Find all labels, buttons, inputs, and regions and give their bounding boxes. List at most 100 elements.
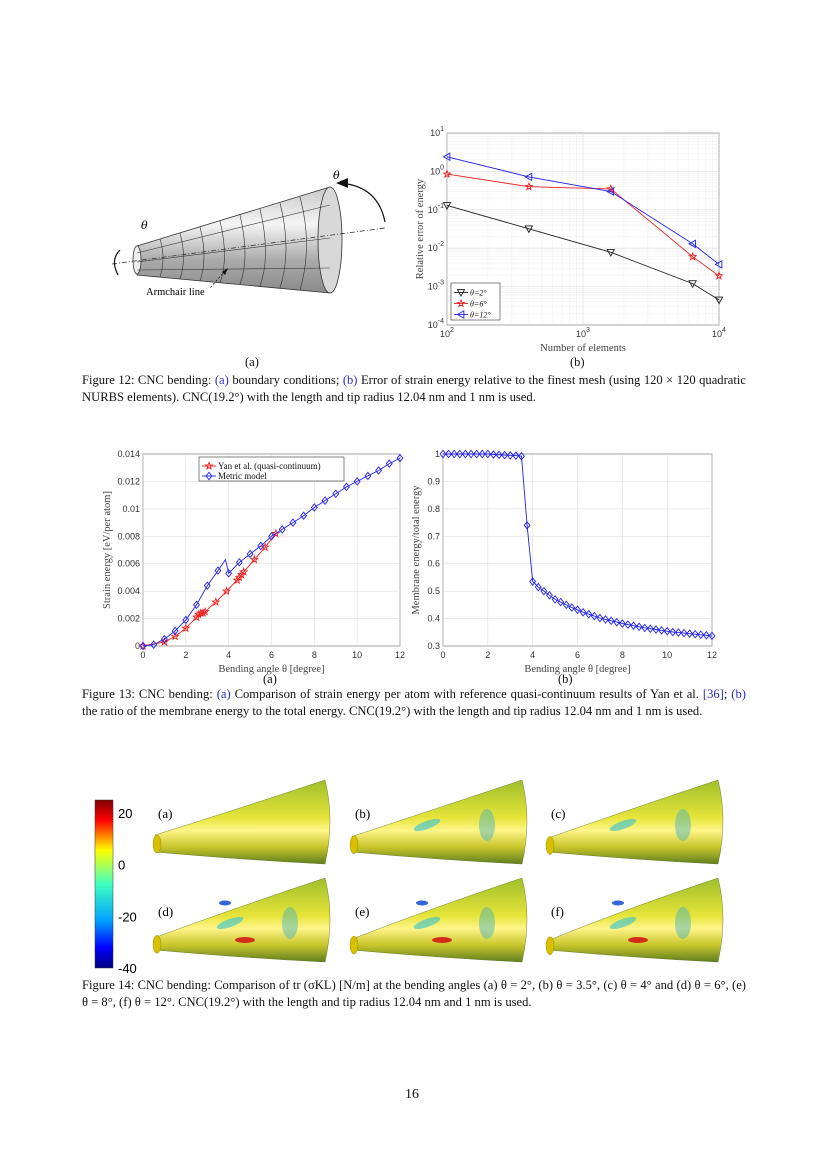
y-axis-label: Membrane energy/total energy (411, 485, 422, 615)
data-point (445, 449, 453, 459)
y-tick-label: 0.9 (427, 476, 440, 486)
data-point (343, 482, 350, 492)
data-point (321, 496, 329, 505)
x-tick-label: 10 (352, 650, 362, 660)
panel-label: (e) (355, 904, 369, 919)
data-point (181, 623, 191, 633)
x-tick-label: 2 (485, 650, 490, 660)
colorbar-tick-label: 0 (118, 858, 125, 873)
caption-link-b[interactable]: (b) (731, 687, 746, 701)
caption-text: Figure 12: CNC bending: (82, 373, 215, 387)
caption-link-a[interactable]: (a) (214, 373, 229, 387)
series-line (446, 204, 720, 301)
x-tick-label: 12 (707, 650, 717, 660)
data-point (635, 622, 643, 632)
data-point (385, 459, 393, 468)
y-tick-label: 0.3 (427, 641, 440, 651)
data-point (238, 566, 249, 577)
data-point (557, 597, 565, 607)
data-point (606, 187, 615, 196)
data-point (160, 634, 168, 644)
caption-link-b[interactable]: (b) (342, 373, 358, 387)
fig13-sublabel-b: (b) (558, 672, 573, 686)
rotation-arrow-left-icon (113, 249, 121, 276)
data-point (225, 568, 233, 578)
data-point (714, 259, 723, 269)
data-point (442, 202, 452, 210)
cnc-stress-panel: (d) (152, 877, 331, 963)
legend-marker (204, 461, 214, 470)
legend-entry: θ=6° (470, 300, 487, 309)
caption-text: the ratio of the membrane energy to the … (82, 704, 703, 718)
data-point (138, 641, 148, 650)
x-tick-label: 0 (440, 650, 445, 660)
data-point (702, 630, 710, 640)
x-tick-label: 104 (712, 327, 726, 339)
y-tick-label: 0.5 (427, 586, 440, 596)
legend-entry: θ=12° (470, 311, 491, 320)
figure12-caption: Figure 12: CNC bending: (a) boundary con… (82, 372, 746, 406)
data-point (289, 518, 297, 527)
y-tick-label: 10-3 (428, 280, 444, 292)
data-point (260, 542, 270, 552)
data-point (524, 181, 534, 191)
y-tick-label: 0.004 (117, 586, 140, 596)
data-point (171, 626, 179, 636)
fig12-sublabel-a: (a) (245, 355, 259, 369)
series-θ=2° (442, 202, 724, 305)
citation-link[interactable]: [36] (702, 687, 724, 701)
data-point (562, 600, 570, 610)
data-point (473, 449, 481, 459)
data-point (641, 623, 649, 633)
x-tick-label: 2 (183, 650, 188, 660)
data-point (688, 280, 698, 289)
theta-label-left: θ (141, 219, 148, 232)
data-point (663, 626, 671, 636)
y-tick-label: 10-1 (428, 203, 444, 215)
x-axis-label: Bending angle θ [degree] (218, 664, 324, 675)
data-point (618, 619, 626, 628)
data-point (478, 449, 486, 459)
data-point (300, 511, 308, 521)
fig13a-chart: 0 2 4 6 8 10 12 0 0.002 0.004 0.006 0.008 0.01 0.012 0… (102, 449, 405, 675)
data-point (495, 450, 503, 460)
x-tick-label: 10 (662, 650, 672, 660)
legend-marker (456, 289, 466, 298)
y-tick-label: 0.012 (117, 476, 140, 486)
y-tick-label: 0.4 (427, 614, 440, 624)
x-tick-label: 8 (312, 650, 317, 660)
series-line (446, 173, 720, 277)
data-point (574, 605, 581, 615)
armchair-line-label: Armchair line (146, 287, 205, 298)
data-point (450, 449, 458, 459)
data-point (688, 239, 696, 249)
data-point (630, 621, 637, 631)
y-tick-label: 1 (435, 449, 440, 459)
caption-text: Figure 13: CNC bending: (82, 687, 217, 701)
caption-text: boundary conditions; (228, 373, 343, 387)
data-point (268, 531, 275, 541)
theta-label-right: θ (333, 169, 340, 182)
data-point (246, 549, 254, 559)
figure14-caption: Figure 14: CNC bending: Comparison of tr… (82, 978, 746, 1009)
data-point (606, 249, 616, 257)
data-point (257, 541, 265, 551)
colorbar (94, 799, 114, 969)
series-ratio (439, 449, 716, 641)
x-tick-label: 4 (530, 650, 535, 660)
legend-entry: θ=2° (470, 289, 487, 298)
panel-label: (d) (158, 904, 173, 919)
data-point (686, 629, 694, 638)
caption-link-a[interactable]: (a) (216, 687, 231, 701)
y-tick-label: 0.7 (427, 531, 440, 541)
data-point (235, 558, 243, 567)
data-point (602, 615, 609, 624)
legend: θ=2° θ=6° θ=12° (450, 282, 501, 321)
data-point (442, 169, 452, 179)
y-tick-label: 0.002 (117, 614, 140, 624)
rotation-arrow-right-icon (339, 182, 386, 223)
data-point (708, 631, 716, 641)
y-tick-label: 0.6 (427, 559, 440, 569)
legend-entry: Metric model (218, 471, 267, 481)
data-point (461, 449, 469, 459)
